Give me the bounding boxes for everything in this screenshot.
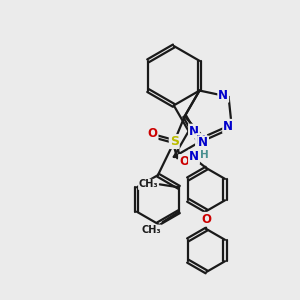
Text: N: N [196,134,206,147]
Text: CH₃: CH₃ [139,179,158,189]
Text: S: S [170,135,179,148]
Text: O: O [202,213,212,226]
Text: N: N [198,136,208,149]
Text: O: O [148,127,158,140]
Text: N: N [189,125,199,138]
Text: H: H [200,149,208,160]
Text: N: N [218,89,228,102]
Text: N: N [189,150,199,164]
Text: N: N [223,120,233,133]
Text: CH₃: CH₃ [142,225,161,235]
Text: O: O [179,155,189,168]
